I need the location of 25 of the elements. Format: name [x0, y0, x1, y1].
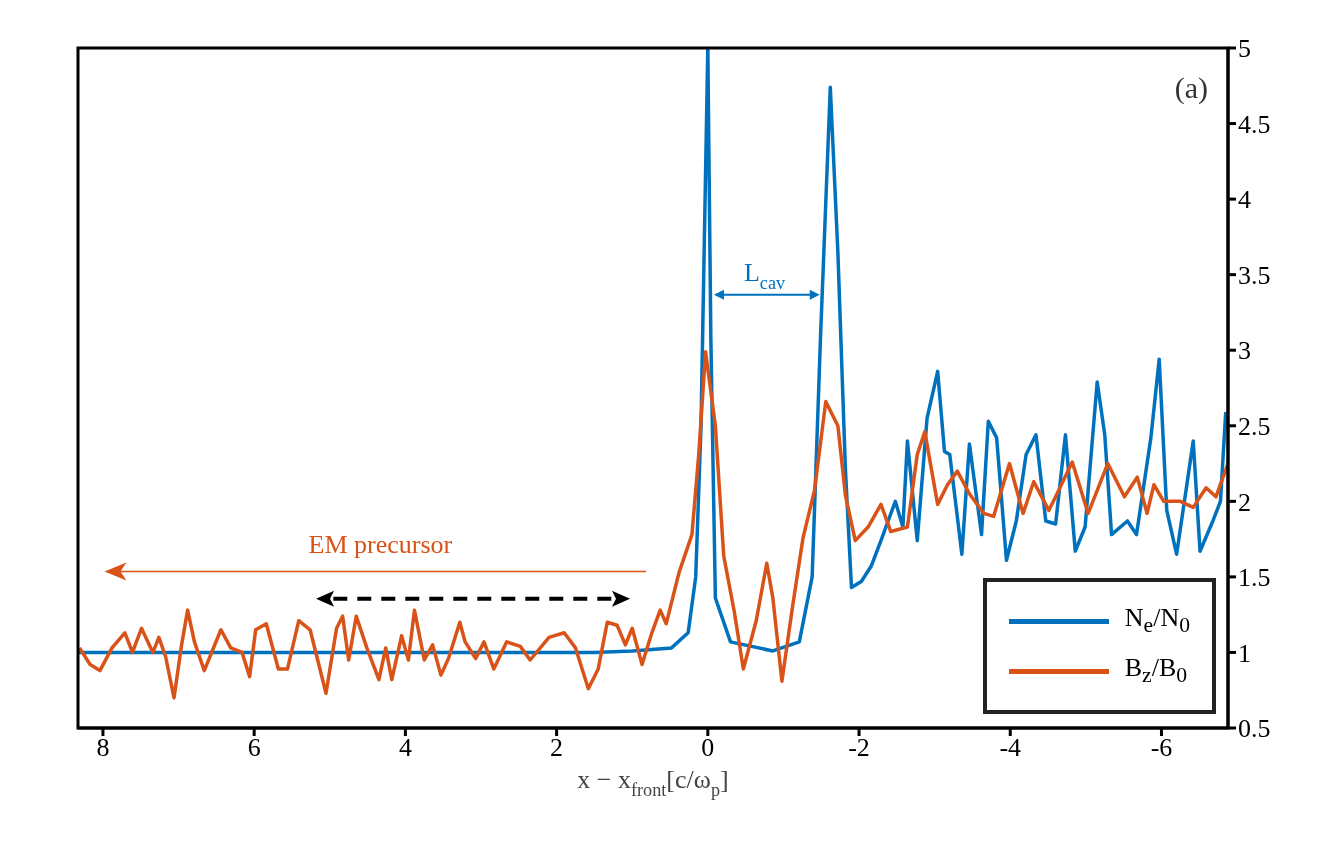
- y-tick-label: 5: [1238, 34, 1251, 64]
- legend-label: B$_{z}$/B$_{0}$: [1124, 653, 1188, 689]
- y-tick-label: 4: [1238, 185, 1251, 215]
- legend-label: N$_{e}$/N$_{0}$: [1124, 603, 1190, 639]
- y-tick-label: 2: [1238, 487, 1251, 517]
- y-tick-label: 1: [1238, 638, 1251, 668]
- x-tick-label: -4: [999, 733, 1022, 763]
- y-tick-label: 3.5: [1238, 260, 1271, 290]
- x-tick-label: 0: [701, 733, 715, 763]
- line-series: [78, 349, 1228, 700]
- annotation: (a): [1174, 71, 1208, 105]
- y-tick-label: 4.5: [1238, 109, 1271, 139]
- x-tick-label: 8: [96, 733, 110, 763]
- y-tick-label: 1.5: [1238, 563, 1271, 593]
- x-tick-label: 6: [247, 733, 261, 763]
- annotation: EM precursor: [308, 530, 453, 560]
- y-tick-label: 0.5: [1238, 714, 1271, 744]
- x-tick-label: -2: [848, 733, 870, 763]
- x-tick-label: 4: [398, 733, 412, 763]
- x-tick-label: 2: [550, 733, 564, 763]
- x-axis-title: x − x$_{front}$[c/ω$_{p}$]: [577, 765, 729, 800]
- x-tick-label: -6: [1150, 733, 1173, 763]
- annotation: L$_{cav}$: [743, 258, 787, 294]
- y-tick-label: 3: [1238, 336, 1251, 366]
- y-tick-label: 2.5: [1238, 412, 1271, 442]
